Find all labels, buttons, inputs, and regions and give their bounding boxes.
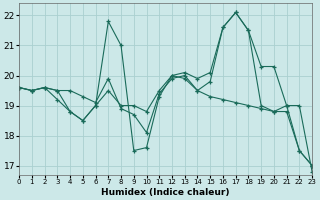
X-axis label: Humidex (Indice chaleur): Humidex (Indice chaleur) <box>101 188 230 197</box>
